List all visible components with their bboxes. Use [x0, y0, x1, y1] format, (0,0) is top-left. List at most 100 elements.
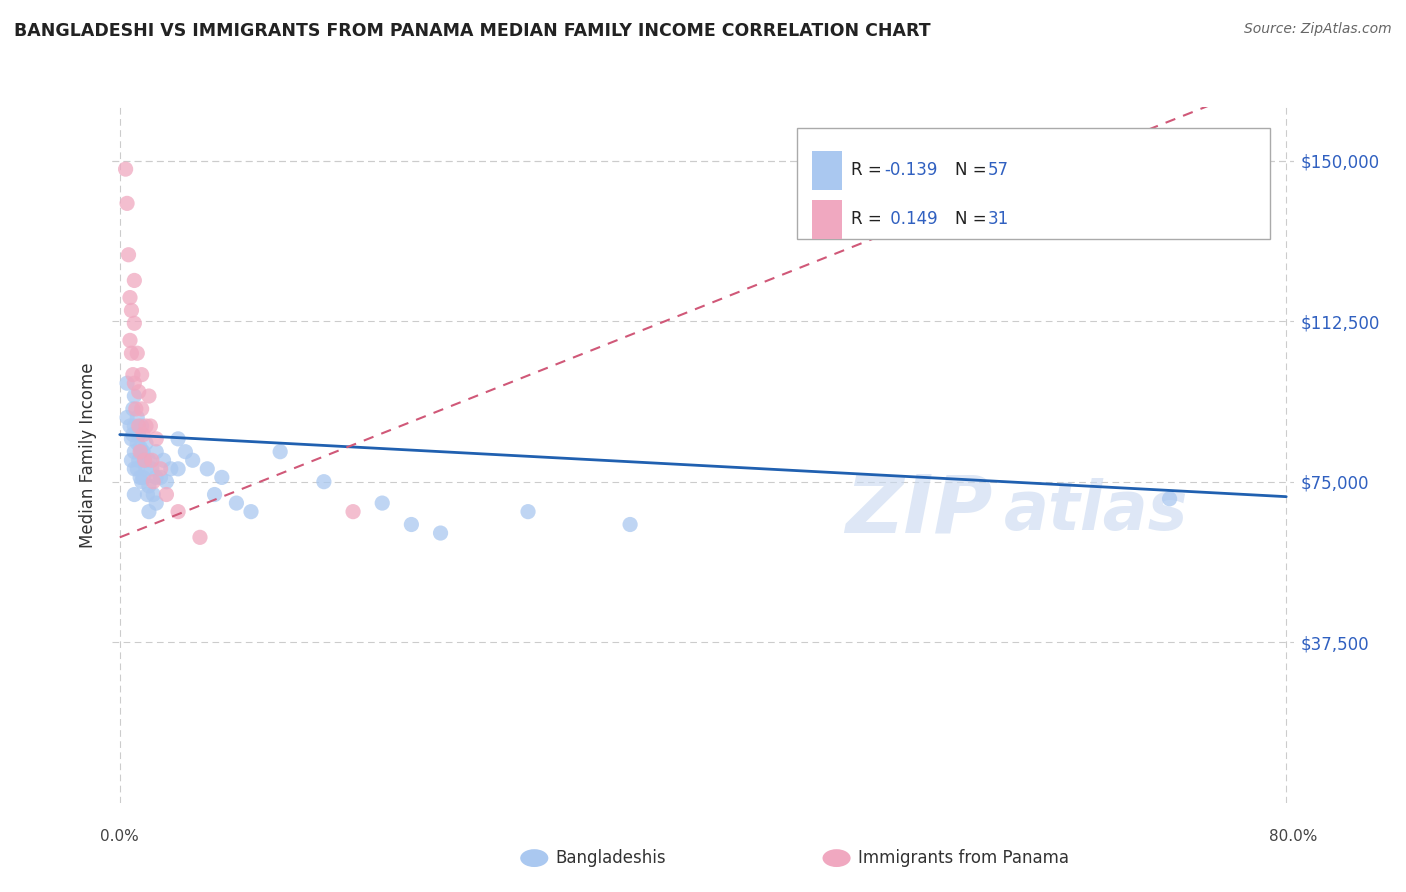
Point: [174, 444, 197, 458]
Point: [134, 453, 156, 467]
Text: R =: R =: [851, 211, 887, 228]
Point: [131, 475, 153, 489]
Point: [211, 470, 233, 484]
Point: [124, 316, 146, 330]
Point: [118, 291, 141, 305]
Point: [124, 376, 146, 391]
Point: [115, 376, 138, 391]
Text: ZIP: ZIP: [845, 472, 993, 549]
Point: [127, 462, 149, 476]
Point: [128, 453, 150, 467]
Point: [129, 441, 152, 455]
Point: [145, 496, 167, 510]
Point: [122, 368, 145, 382]
Point: [131, 444, 153, 458]
Point: [159, 462, 181, 476]
Point: [132, 427, 155, 442]
Point: [517, 505, 540, 519]
Text: N =: N =: [955, 161, 991, 179]
Point: [138, 453, 160, 467]
Point: [141, 462, 163, 476]
Text: -0.139: -0.139: [884, 161, 938, 179]
Point: [122, 427, 145, 442]
Point: [131, 401, 153, 416]
Point: [120, 453, 142, 467]
Point: [240, 505, 263, 519]
Point: [132, 444, 155, 458]
Point: [135, 462, 157, 476]
Point: [134, 453, 156, 467]
Point: [118, 334, 141, 348]
Text: 0.0%: 0.0%: [100, 830, 139, 844]
Point: [1159, 491, 1181, 506]
Point: [132, 470, 155, 484]
Text: 0.149: 0.149: [884, 211, 938, 228]
Point: [124, 419, 146, 434]
Point: [138, 505, 160, 519]
Point: [371, 496, 394, 510]
Text: 31: 31: [987, 211, 1008, 228]
Point: [401, 517, 423, 532]
Point: [115, 410, 138, 425]
Point: [142, 487, 165, 501]
Point: [117, 248, 139, 262]
Point: [124, 462, 146, 476]
Point: [129, 444, 152, 458]
Point: [188, 530, 211, 544]
Point: [155, 487, 177, 501]
Point: [127, 346, 149, 360]
Text: Immigrants from Panama: Immigrants from Panama: [858, 849, 1069, 867]
Point: [149, 470, 172, 484]
Point: [128, 427, 150, 442]
Point: [136, 487, 159, 501]
Point: [127, 410, 149, 425]
Point: [142, 475, 165, 489]
Point: [155, 475, 177, 489]
Point: [120, 346, 142, 360]
Point: [124, 389, 146, 403]
Point: [619, 517, 641, 532]
Text: R =: R =: [851, 161, 887, 179]
Point: [145, 432, 167, 446]
Point: [120, 303, 142, 318]
Text: N =: N =: [955, 211, 991, 228]
Point: [135, 436, 157, 450]
Point: [167, 432, 190, 446]
Point: [115, 196, 138, 211]
Point: [269, 444, 291, 458]
Point: [122, 401, 145, 416]
Point: [204, 487, 226, 501]
Point: [124, 273, 146, 287]
Point: [128, 419, 150, 434]
Point: [149, 462, 172, 476]
Point: [429, 526, 451, 541]
Text: Source: ZipAtlas.com: Source: ZipAtlas.com: [1244, 22, 1392, 37]
Point: [118, 419, 141, 434]
Point: [131, 419, 153, 434]
Point: [128, 384, 150, 399]
Point: [139, 419, 162, 434]
Point: [145, 470, 167, 484]
Point: [138, 389, 160, 403]
Text: 57: 57: [987, 161, 1008, 179]
Point: [120, 432, 142, 446]
Text: Bangladeshis: Bangladeshis: [555, 849, 666, 867]
Point: [167, 505, 190, 519]
Point: [124, 487, 146, 501]
Text: atlas: atlas: [1004, 477, 1188, 543]
Point: [141, 453, 163, 467]
Point: [225, 496, 247, 510]
Point: [181, 453, 204, 467]
Text: 80.0%: 80.0%: [1270, 830, 1317, 844]
Point: [312, 475, 335, 489]
Text: BANGLADESHI VS IMMIGRANTS FROM PANAMA MEDIAN FAMILY INCOME CORRELATION CHART: BANGLADESHI VS IMMIGRANTS FROM PANAMA ME…: [14, 22, 931, 40]
Point: [145, 444, 167, 458]
Point: [167, 462, 190, 476]
Point: [114, 162, 136, 177]
Y-axis label: Median Family Income: Median Family Income: [79, 362, 97, 548]
Point: [342, 505, 364, 519]
Point: [138, 479, 160, 493]
Point: [131, 368, 153, 382]
Point: [135, 419, 157, 434]
Point: [125, 401, 148, 416]
